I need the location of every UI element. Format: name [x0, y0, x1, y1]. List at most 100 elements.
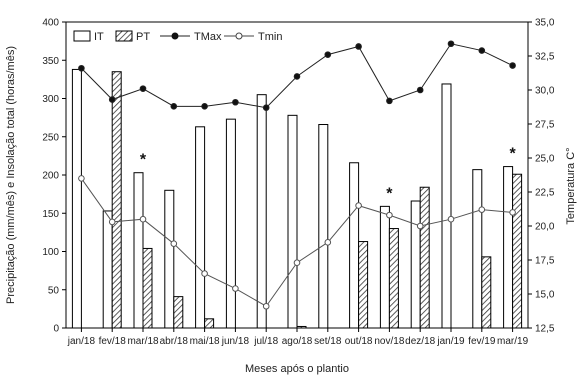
point-tmin-ago/18: [293, 259, 301, 267]
point-tmax-dez/18: [416, 86, 424, 94]
x-tick-label: jul/18: [253, 336, 278, 347]
x-tick-label: abr/18: [160, 336, 189, 347]
x-axis: jan/18 fev/18 mar/18 abr/18 mai/18 jun/18 jul/…: [67, 328, 529, 347]
point-tmin-jun/18: [232, 285, 239, 292]
point-tmax-fev/18: [108, 96, 116, 103]
annotation-asterisk: *: [386, 185, 393, 202]
legend-marker-tmax: [171, 32, 179, 40]
point-tmin-nov/18: [386, 211, 393, 219]
point-tmin-out/18: [355, 202, 362, 209]
y-axis-right-title: Temperatura C°: [565, 147, 577, 224]
legend-label-tmax: TMax: [194, 31, 222, 43]
point-tmax-fev/19: [478, 47, 486, 54]
y-left-tick-label: 0: [53, 324, 59, 335]
bar-pt-mar/19: [512, 173, 523, 329]
bar-it-fev/19: [472, 169, 483, 329]
annotations: * * *: [140, 146, 517, 203]
bar-it-out/18: [349, 162, 360, 329]
point-tmin-jan/19: [447, 215, 455, 223]
y-left-tick-label: 200: [42, 171, 59, 182]
y-right-tick-label: 12,5: [535, 324, 555, 335]
x-tick-label: jun/18: [221, 336, 250, 347]
point-tmin-abr/18: [170, 240, 178, 247]
point-tmax-mai/18: [201, 103, 208, 110]
y-axis-left: 0 50 100 150 200 250 300 350 400: [42, 18, 66, 335]
y-left-tick-label: 50: [48, 285, 60, 296]
x-tick-label: mar/19: [497, 336, 529, 347]
y-right-tick-label: 20,0: [535, 222, 555, 233]
bar-it-abr/18: [164, 189, 175, 329]
point-tmin-jan/18: [78, 175, 85, 182]
x-tick-label: set/18: [314, 336, 342, 347]
bar-pt-mai/18: [204, 318, 215, 329]
bar-it-set/18: [318, 124, 329, 329]
point-tmax-jan/19: [447, 40, 455, 48]
bar-pt-nov/18: [388, 228, 399, 329]
x-tick-label: fev/19: [468, 336, 496, 347]
y-right-tick-label: 25,0: [535, 154, 555, 165]
legend-label-it: IT: [94, 31, 104, 43]
y-right-tick-label: 35,0: [535, 18, 555, 29]
bar-pt-mar/18: [142, 247, 153, 329]
bar-it-mar/19: [503, 166, 514, 329]
bar-it-mar/18: [133, 172, 144, 329]
y-left-tick-label: 150: [42, 209, 59, 220]
bar-it-mai/18: [195, 126, 206, 329]
y-right-tick-label: 17,5: [535, 256, 555, 267]
legend-swatch-it: [73, 30, 91, 42]
x-tick-label: nov/18: [374, 336, 404, 347]
temperature-lines: [78, 40, 516, 310]
x-tick-label: jan/19: [436, 336, 465, 347]
point-tmin-mar/19: [509, 209, 516, 216]
point-tmin-set/18: [324, 239, 332, 246]
y-right-tick-label: 30,0: [535, 86, 555, 97]
bar-it-fev/18: [102, 210, 113, 329]
y-left-tick-label: 300: [42, 94, 59, 105]
bar-pt-fev/18: [111, 71, 122, 329]
point-tmax-jul/18: [262, 104, 270, 111]
bar-pt-out/18: [358, 241, 369, 329]
point-tmin-fev/19: [478, 206, 486, 213]
bar-pt-ago/18: [296, 325, 307, 329]
bar-pt-dez/18: [419, 186, 430, 329]
y-right-tick-label: 32,5: [535, 52, 555, 63]
bar-it-jun/18: [225, 118, 236, 329]
x-tick-label: dez/18: [405, 336, 435, 347]
y-axis-left-title: Precipitação (mm/mês) e Insolação total …: [5, 46, 17, 304]
point-tmin-mai/18: [201, 270, 208, 277]
x-axis-title: Meses após o plantio: [245, 363, 349, 375]
bar-pt-fev/19: [481, 256, 492, 329]
x-tick-label: jan/18: [67, 336, 96, 347]
annotation-asterisk: *: [140, 152, 147, 169]
bar-it-dez/18: [410, 200, 421, 329]
x-tick-label: fev/18: [99, 336, 127, 347]
x-tick-label: mar/18: [127, 336, 159, 347]
point-tmin-mar/18: [139, 215, 147, 223]
series-it-bars: [71, 68, 514, 329]
bar-it-ago/18: [287, 114, 298, 329]
bar-it-jan/19: [441, 83, 452, 329]
point-tmin-jul/18: [262, 302, 270, 310]
point-tmax-mar/19: [509, 62, 516, 69]
point-tmax-nov/18: [386, 97, 393, 105]
series-pt-bars: [111, 71, 523, 329]
point-tmax-ago/18: [293, 73, 301, 80]
y-left-tick-label: 350: [42, 56, 59, 67]
y-right-tick-label: 27,5: [535, 120, 555, 131]
y-right-tick-label: 22,5: [535, 188, 555, 199]
legend: IT PT TMax Tmin: [73, 30, 282, 43]
point-tmax-out/18: [355, 43, 362, 50]
x-tick-label: out/18: [345, 336, 373, 347]
point-tmax-mar/18: [139, 85, 147, 92]
point-tmax-set/18: [324, 51, 332, 58]
bar-it-jul/18: [256, 94, 267, 329]
point-tmin-fev/18: [108, 218, 116, 226]
y-right-tick-label: 15,0: [535, 290, 555, 301]
x-tick-label: mai/18: [190, 336, 220, 347]
point-tmax-abr/18: [170, 103, 178, 110]
legend-marker-tmin: [235, 32, 243, 40]
y-left-tick-label: 100: [42, 247, 59, 258]
y-left-tick-label: 250: [42, 132, 59, 143]
x-tick-label: ago/18: [282, 336, 313, 347]
